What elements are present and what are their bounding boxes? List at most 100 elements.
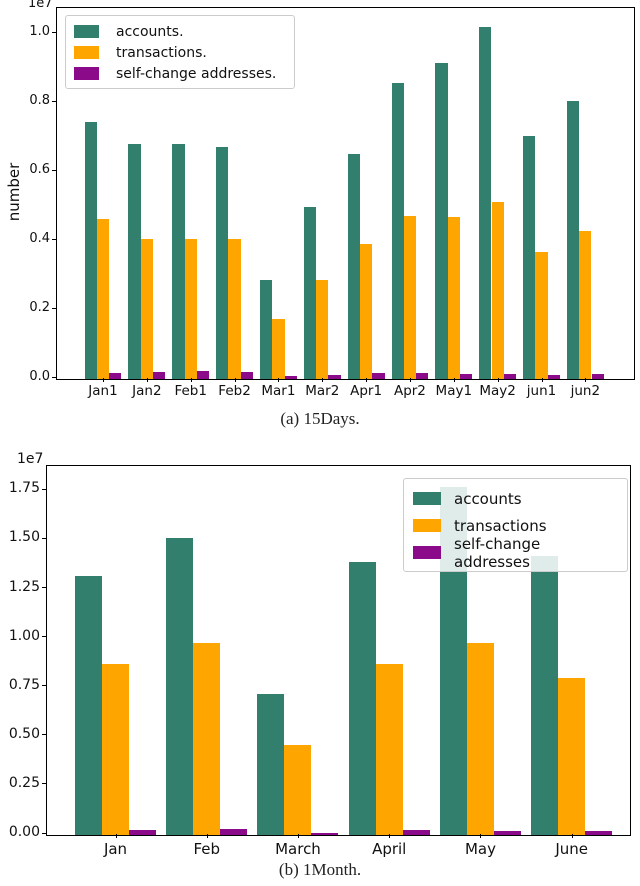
bar-self-change-addresses	[493, 831, 521, 835]
x-tick-mark	[366, 378, 368, 382]
y-tick-mark	[52, 169, 57, 171]
x-tick-label: May2	[479, 383, 516, 399]
x-tick-label: Feb1	[174, 383, 207, 399]
x-tick-mark	[571, 834, 573, 838]
y-tick-mark	[42, 734, 47, 736]
x-tick-mark	[389, 834, 391, 838]
legend-item: transactions	[413, 512, 618, 539]
bar-accounts	[435, 62, 448, 379]
y-tick-mark	[52, 238, 57, 240]
bar-accounts	[84, 121, 97, 379]
legend-label: transactions	[454, 516, 547, 535]
bar-accounts	[531, 556, 559, 835]
x-tick-label: jun2	[570, 383, 601, 399]
bar-self-change-addresses	[240, 372, 253, 379]
bar-self-change-addresses	[585, 831, 613, 835]
y-tick-mark	[52, 376, 57, 378]
bar-self-change-addresses	[311, 832, 339, 835]
bar-accounts	[257, 693, 285, 835]
x-tick-mark	[190, 378, 192, 382]
y-tick-label: 0.0	[29, 369, 50, 384]
y-tick-label: 0.50	[8, 725, 40, 742]
legend-1month: accounts transactions self-change addresse…	[403, 478, 628, 572]
bar-transactions	[535, 251, 548, 379]
bar-transactions	[193, 642, 221, 835]
bar-self-change-addresses	[372, 373, 385, 379]
bar-transactions	[558, 677, 586, 835]
y-axis-multiplier: 1e7	[17, 451, 44, 467]
legend-label: accounts.	[116, 23, 184, 40]
y-tick-label: 1.50	[8, 529, 40, 546]
x-tick-label: May	[464, 840, 496, 858]
x-tick-mark	[234, 378, 236, 382]
bar-self-change-addresses	[284, 376, 297, 379]
y-tick-mark	[42, 783, 47, 785]
bar-accounts	[75, 575, 102, 835]
bar-accounts	[566, 100, 580, 379]
y-tick-mark	[42, 685, 47, 687]
x-tick-mark	[115, 834, 117, 838]
x-tick-mark	[585, 378, 587, 382]
y-tick-label: 0.25	[8, 774, 40, 791]
bar-accounts	[348, 562, 376, 835]
bar-self-change-addresses	[153, 372, 166, 379]
legend-swatch	[74, 67, 99, 80]
bar-transactions	[375, 664, 403, 835]
bar-transactions	[403, 215, 417, 379]
bar-self-change-addresses	[220, 829, 248, 835]
bar-self-change-addresses	[196, 371, 210, 379]
x-tick-label: Apr2	[393, 383, 426, 399]
x-tick-mark	[480, 834, 482, 838]
x-tick-label: June	[555, 840, 589, 858]
bar-transactions	[228, 238, 241, 379]
x-tick-mark	[322, 378, 324, 382]
x-tick-mark	[409, 378, 411, 382]
legend-swatch	[413, 546, 441, 559]
x-tick-label: Mar2	[305, 383, 340, 399]
caption-15days: (a) 15Days.	[280, 409, 360, 428]
y-tick-mark	[42, 537, 47, 539]
y-tick-label: 0.6	[29, 162, 50, 177]
legend-swatch	[74, 46, 99, 59]
bar-transactions	[102, 664, 129, 835]
y-tick-label: 0.4	[29, 231, 50, 246]
y-tick-mark	[52, 100, 57, 102]
x-tick-label: Feb	[193, 840, 221, 858]
bar-self-change-addresses	[591, 373, 604, 379]
x-tick-label: jun1	[526, 383, 557, 399]
bar-accounts	[391, 82, 404, 379]
x-tick-mark	[146, 378, 148, 382]
bar-accounts	[479, 27, 492, 379]
bar-transactions	[140, 238, 153, 379]
x-tick-label: March	[275, 840, 321, 858]
x-tick-mark	[541, 378, 543, 382]
legend-item: transactions.	[74, 42, 286, 63]
bar-self-change-addresses	[503, 373, 517, 379]
x-tick-label: Jan2	[132, 383, 162, 399]
caption-1month: (b) 1Month.	[278, 860, 362, 879]
y-tick-label: 1.25	[8, 578, 40, 595]
bar-accounts	[216, 146, 229, 379]
bar-self-change-addresses	[328, 374, 341, 379]
x-tick-label: Jan	[103, 840, 128, 858]
y-tick-label: 0.2	[29, 300, 50, 315]
y-tick-label: 0.8	[29, 93, 50, 108]
y-tick-mark	[42, 587, 47, 588]
bar-self-change-addresses	[109, 373, 122, 379]
x-tick-mark	[206, 834, 208, 838]
x-tick-mark	[453, 378, 455, 382]
x-tick-label: April	[372, 840, 407, 858]
y-tick-label: 1.00	[8, 627, 40, 644]
bar-self-change-addresses	[402, 830, 430, 835]
bar-self-change-addresses	[416, 373, 429, 379]
plot-area-15days	[56, 7, 635, 380]
y-tick-label: 1.75	[8, 480, 40, 497]
bar-transactions	[359, 243, 373, 379]
y-tick-label: 0.00	[8, 824, 40, 840]
y-tick-mark	[42, 488, 47, 490]
bar-self-change-addresses	[129, 830, 156, 835]
bar-accounts	[303, 206, 317, 379]
legend-swatch	[413, 492, 441, 505]
